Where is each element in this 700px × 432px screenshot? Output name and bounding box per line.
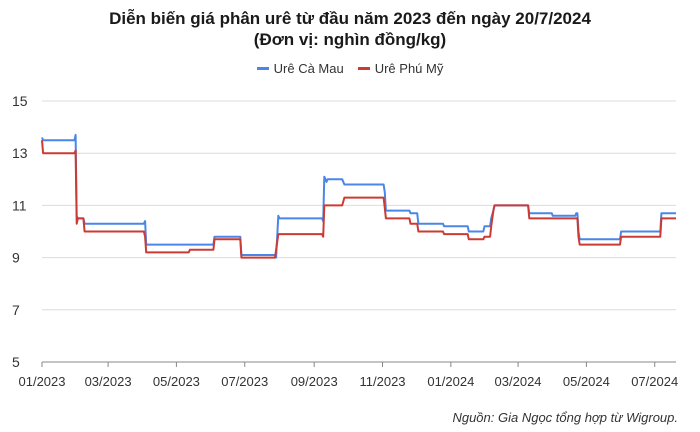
legend-item-phu-my: Urê Phú Mỹ xyxy=(357,61,444,76)
x-tick-label-8: 05/2024 xyxy=(563,374,610,389)
y-tick-label-7: 7 xyxy=(12,302,20,318)
y-tick-label-15: 15 xyxy=(12,93,28,109)
x-tick-label-3: 07/2023 xyxy=(221,374,268,389)
x-tick-label-0: 01/2023 xyxy=(19,374,66,389)
legend-label-ca-mau: Urê Cà Mau xyxy=(273,61,344,76)
y-tick-label-11: 11 xyxy=(12,197,27,213)
x-tick-label-1: 03/2023 xyxy=(85,374,132,389)
legend: Urê Cà Mau Urê Phú Mỹ xyxy=(0,61,700,76)
source-note: Nguồn: Gia Ngọc tổng hợp từ Wigroup. xyxy=(452,410,678,425)
legend-swatch-phu-my xyxy=(357,67,370,70)
x-tick-label-6: 01/2024 xyxy=(427,374,474,389)
legend-swatch-ca-mau xyxy=(256,67,269,70)
y-tick-label-9: 9 xyxy=(12,250,20,266)
y-tick-label-5: 5 xyxy=(12,354,20,370)
x-tick-label-2: 05/2023 xyxy=(153,374,200,389)
x-tick-label-9: 07/2024 xyxy=(631,374,678,389)
x-tick-label-4: 09/2023 xyxy=(291,374,338,389)
chart-subtitle: (Đơn vị: nghìn đồng/kg) xyxy=(253,30,447,49)
x-tick-label-7: 03/2024 xyxy=(495,374,542,389)
x-tick-label-5: 11/2023 xyxy=(360,374,406,389)
chart-title: Diễn biến giá phân urê từ đầu năm 2023 đ… xyxy=(109,9,591,28)
series-line-1 xyxy=(41,140,676,259)
legend-label-phu-my: Urê Phú Mỹ xyxy=(374,61,444,76)
y-tick-label-13: 13 xyxy=(12,145,28,161)
legend-item-ca-mau: Urê Cà Mau xyxy=(256,61,344,76)
